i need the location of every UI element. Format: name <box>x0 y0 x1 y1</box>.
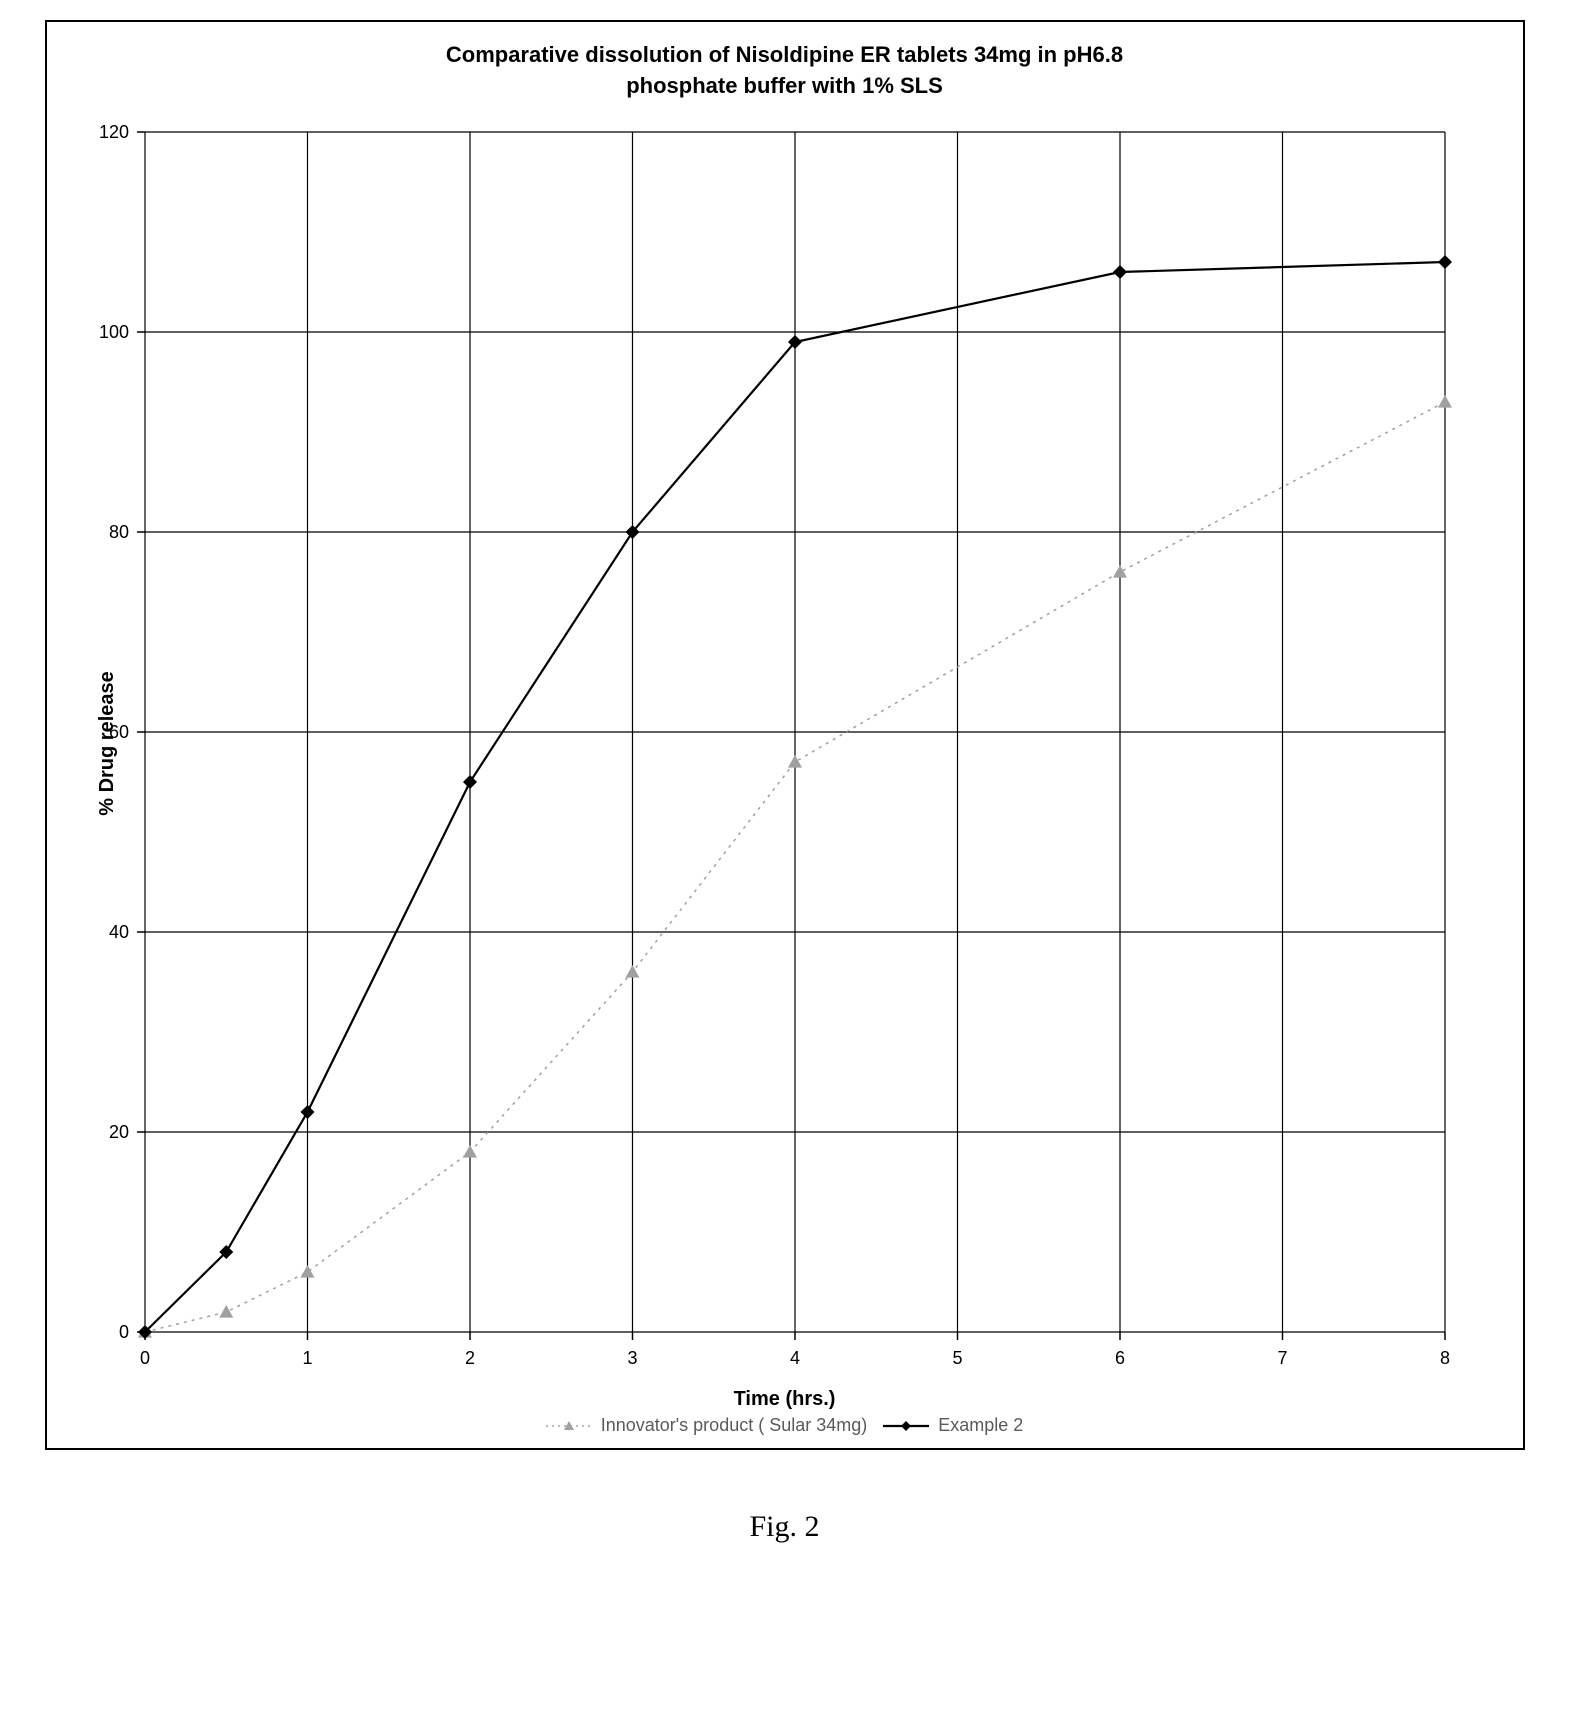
svg-text:2: 2 <box>464 1348 474 1368</box>
svg-text:6: 6 <box>1114 1348 1124 1368</box>
legend-label: Innovator's product ( Sular 34mg) <box>596 1415 868 1435</box>
svg-text:40: 40 <box>108 922 128 942</box>
chart-legend: Innovator's product ( Sular 34mg) Exampl… <box>65 1415 1505 1436</box>
svg-text:1: 1 <box>302 1348 312 1368</box>
chart-outer-frame: Comparative dissolution of Nisoldipine E… <box>45 20 1525 1450</box>
legend-label: Example 2 <box>933 1415 1023 1435</box>
svg-text:0: 0 <box>118 1322 128 1342</box>
legend-item: Example 2 <box>883 1415 1023 1436</box>
legend-item: Innovator's product ( Sular 34mg) <box>546 1415 868 1436</box>
svg-text:7: 7 <box>1277 1348 1287 1368</box>
chart-title-line1: Comparative dissolution of Nisoldipine E… <box>446 42 1123 67</box>
svg-text:80: 80 <box>108 522 128 542</box>
svg-text:8: 8 <box>1439 1348 1449 1368</box>
svg-text:4: 4 <box>789 1348 799 1368</box>
figure-caption: Fig. 2 <box>20 1510 1549 1544</box>
svg-text:20: 20 <box>108 1122 128 1142</box>
x-axis-label: Time (hrs.) <box>65 1388 1505 1411</box>
svg-text:3: 3 <box>627 1348 637 1368</box>
svg-text:0: 0 <box>139 1348 149 1368</box>
chart-title-line2: phosphate buffer with 1% SLS <box>626 73 943 98</box>
svg-text:5: 5 <box>952 1348 962 1368</box>
chart-title: Comparative dissolution of Nisoldipine E… <box>65 40 1505 102</box>
chart-plot-area: 012345678020406080100120 <box>65 122 1465 1382</box>
plot-wrapper: % Drug release 012345678020406080100120 <box>65 122 1505 1382</box>
svg-text:100: 100 <box>98 322 128 342</box>
svg-text:120: 120 <box>98 122 128 142</box>
y-axis-label: % Drug release <box>95 671 118 816</box>
